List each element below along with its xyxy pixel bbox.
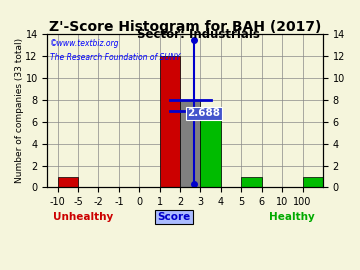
Bar [58,177,78,187]
Bar [201,111,221,187]
Text: Sector: Industrials: Sector: Industrials [136,28,260,41]
Text: ©www.textbiz.org: ©www.textbiz.org [50,39,120,48]
Text: Unhealthy: Unhealthy [53,212,113,222]
Text: Score: Score [158,212,191,222]
Bar [241,177,262,187]
Bar [160,56,180,187]
Title: Z'-Score Histogram for BAH (2017): Z'-Score Histogram for BAH (2017) [49,21,321,34]
Text: 2.688: 2.688 [187,108,220,118]
Y-axis label: Number of companies (33 total): Number of companies (33 total) [15,38,24,184]
Bar [302,177,323,187]
Bar [180,100,201,187]
Text: The Research Foundation of SUNY: The Research Foundation of SUNY [50,53,181,62]
Text: Healthy: Healthy [269,212,315,222]
